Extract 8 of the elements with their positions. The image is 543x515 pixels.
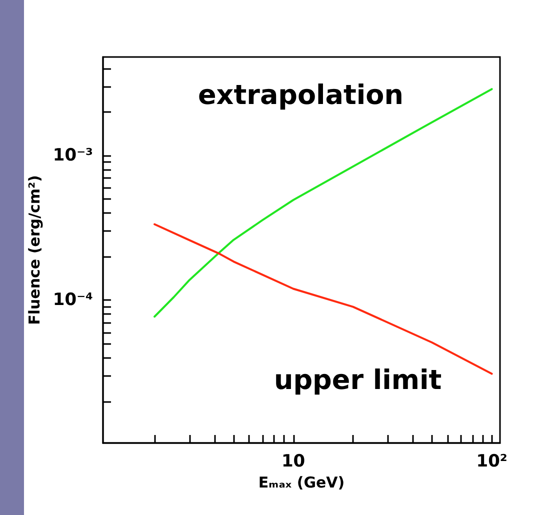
- y-tick-label: 10⁻⁴: [52, 290, 93, 310]
- series-label: extrapolation: [198, 80, 404, 111]
- series-label: upper limit: [274, 365, 442, 396]
- x-axis-title: Eₘₐₓ (GeV): [258, 473, 345, 492]
- y-axis-title: Fluence (erg/cm²): [26, 175, 44, 325]
- y-tick-label: 10⁻³: [52, 146, 93, 166]
- x-tick-label: 10: [281, 452, 306, 472]
- x-tick-label: 10²: [476, 452, 508, 472]
